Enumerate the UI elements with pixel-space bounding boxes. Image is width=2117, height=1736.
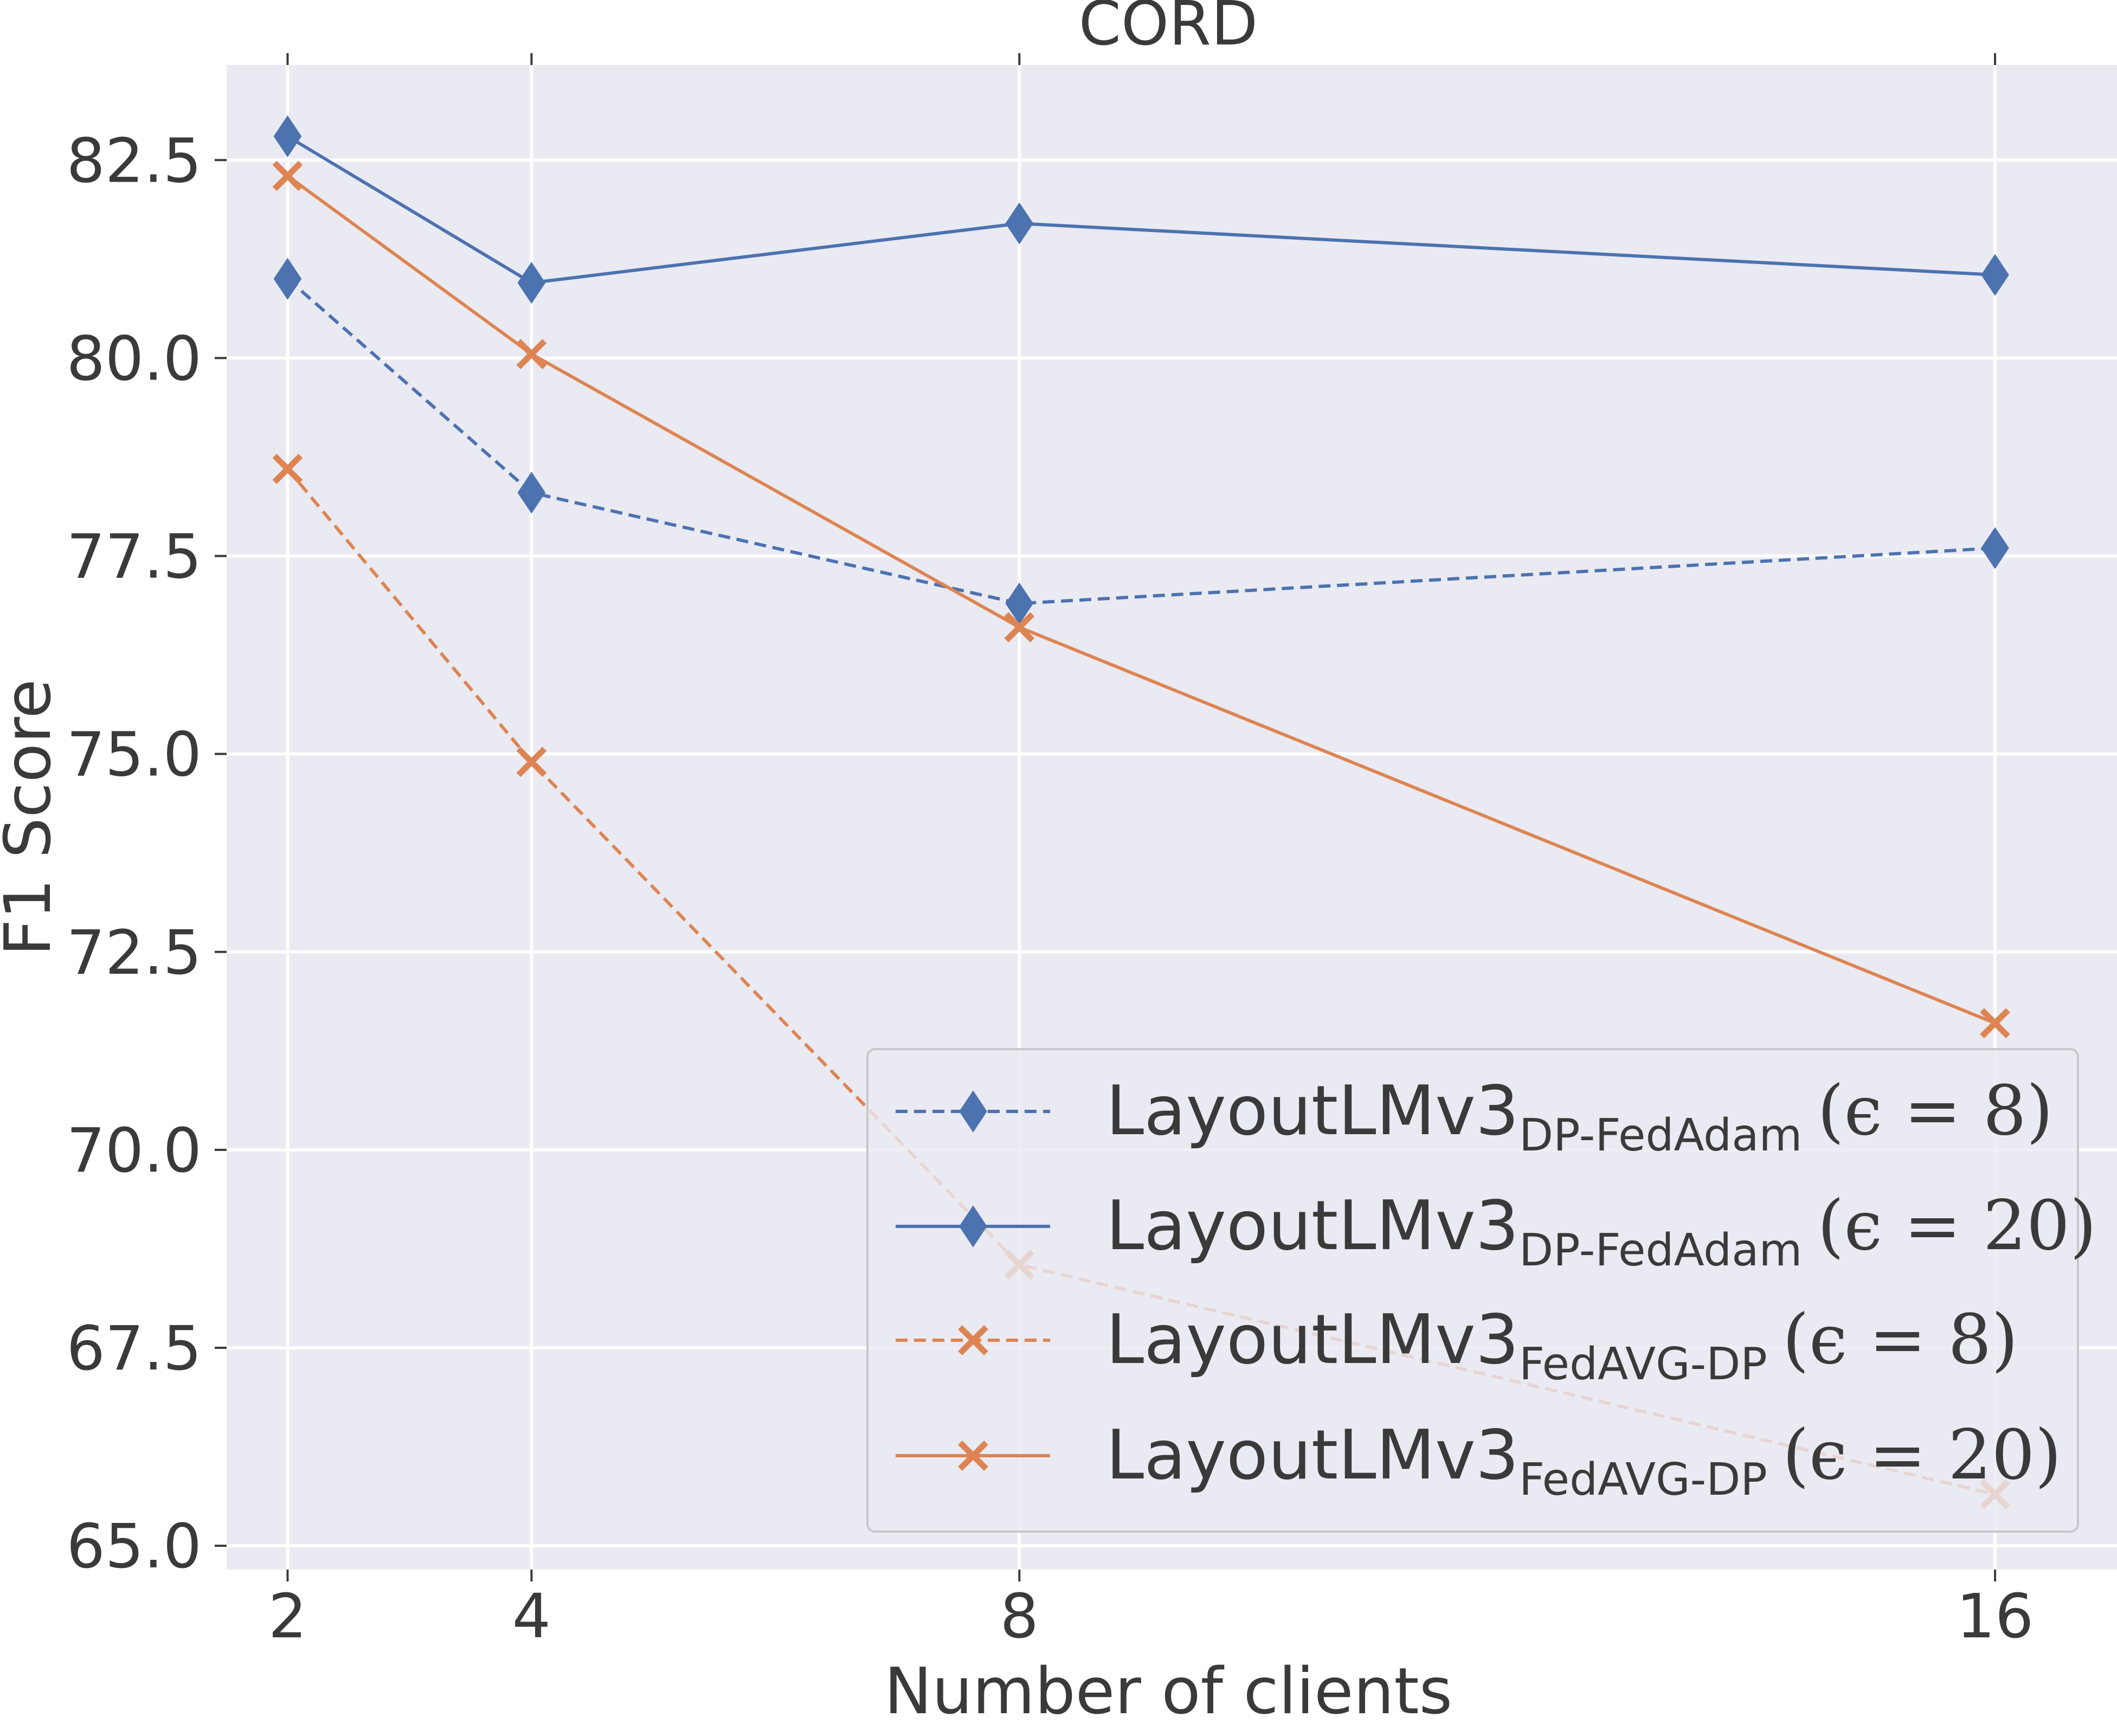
series-0 <box>273 258 2009 625</box>
data-point <box>1981 254 2009 296</box>
legend-label-param: (ϵ = 20) <box>1783 1415 2062 1495</box>
data-point <box>517 471 546 514</box>
series-line <box>286 278 1996 606</box>
y-tick-label: 70.0 <box>67 1116 202 1186</box>
legend-label-2: LayoutLMv3FedAVG-DP (ϵ = 8) <box>1106 1300 2018 1390</box>
axis-ticks: 2 4 8 16 65.0 67.5 70.0 72.5 75.0 77.5 80.0 82.5 <box>67 53 2034 1652</box>
data-point-stroke <box>1980 1008 2010 1039</box>
data-point <box>1981 527 2009 569</box>
y-tick-label: 77.5 <box>67 522 202 593</box>
legend-label-param: (ϵ = 8) <box>1783 1300 2018 1379</box>
y-tick-label: 80.0 <box>67 324 202 394</box>
x-tick-label: 2 <box>268 1581 307 1652</box>
legend-box <box>866 1048 2079 1533</box>
x-tick-label: 8 <box>1000 1581 1039 1652</box>
x-tick-label: 16 <box>1957 1581 2034 1652</box>
legend-marker-1 <box>959 1205 987 1248</box>
y-tick-label: 82.5 <box>67 126 202 196</box>
legend-label-main: LayoutLMv3 <box>1106 1186 1519 1265</box>
series-line <box>286 467 1996 1496</box>
legend-label-subscript: DP-FedAdam <box>1519 1225 1802 1276</box>
chart-title: CORD <box>1079 0 1258 59</box>
legend-label-subscript: FedAVG-DP <box>1519 1454 1767 1506</box>
legend-marker-3 <box>958 1441 988 1471</box>
data-point <box>272 453 303 484</box>
y-tick-label: 72.5 <box>67 918 202 988</box>
series-1 <box>273 115 2009 304</box>
series-3 <box>272 160 2010 1039</box>
data-point-stroke <box>516 747 547 777</box>
legend-label-param: (ϵ = 20) <box>1817 1186 2096 1265</box>
x-tick-label: 4 <box>512 1581 551 1652</box>
data-point <box>272 160 303 191</box>
x-axis-label: Number of clients <box>884 1654 1452 1728</box>
legend-label-3: LayoutLMv3FedAVG-DP (ϵ = 20) <box>1106 1415 2062 1506</box>
data-point-stroke <box>1004 612 1035 642</box>
y-axis-label: F1 Score <box>0 679 65 956</box>
y-tick-label: 65.0 <box>67 1512 202 1582</box>
legend-marker-0 <box>959 1090 987 1133</box>
legend-marker-3-stroke <box>958 1441 988 1471</box>
data-point-stroke <box>272 160 303 191</box>
data-point <box>1980 1008 2010 1039</box>
legend-label-main: LayoutLMv3 <box>1106 1071 1519 1150</box>
y-tick-label: 75.0 <box>67 720 202 790</box>
legend-label-1: LayoutLMv3DP-FedAdam (ϵ = 20) <box>1106 1186 2096 1276</box>
legend-label-subscript: DP-FedAdam <box>1519 1110 1802 1161</box>
data-point <box>1005 202 1034 245</box>
legend-label-param: (ϵ = 8) <box>1817 1071 2053 1150</box>
y-tick-label: 67.5 <box>67 1314 202 1384</box>
data-point <box>516 747 547 777</box>
legend-label-subscript: FedAVG-DP <box>1519 1339 1767 1390</box>
data-point <box>1004 612 1035 642</box>
series-line <box>286 134 1996 285</box>
series-line <box>286 175 1996 1025</box>
legend-marker-2-stroke <box>958 1325 988 1355</box>
data-point-stroke <box>272 453 303 484</box>
data-point <box>273 258 302 300</box>
legend-marker-2 <box>958 1325 988 1355</box>
legend-label-main: LayoutLMv3 <box>1106 1300 1519 1379</box>
data-point <box>1005 582 1034 625</box>
data-point <box>517 261 546 304</box>
data-point-stroke <box>516 339 547 369</box>
data-point <box>273 115 302 158</box>
legend: LayoutLMv3DP-FedAdam (ϵ = 8)LayoutLMv3DP-… <box>866 1048 2096 1533</box>
legend-label-main: LayoutLMv3 <box>1106 1415 1519 1495</box>
legend-label-0: LayoutLMv3DP-FedAdam (ϵ = 8) <box>1106 1071 2053 1161</box>
data-point <box>516 339 547 369</box>
